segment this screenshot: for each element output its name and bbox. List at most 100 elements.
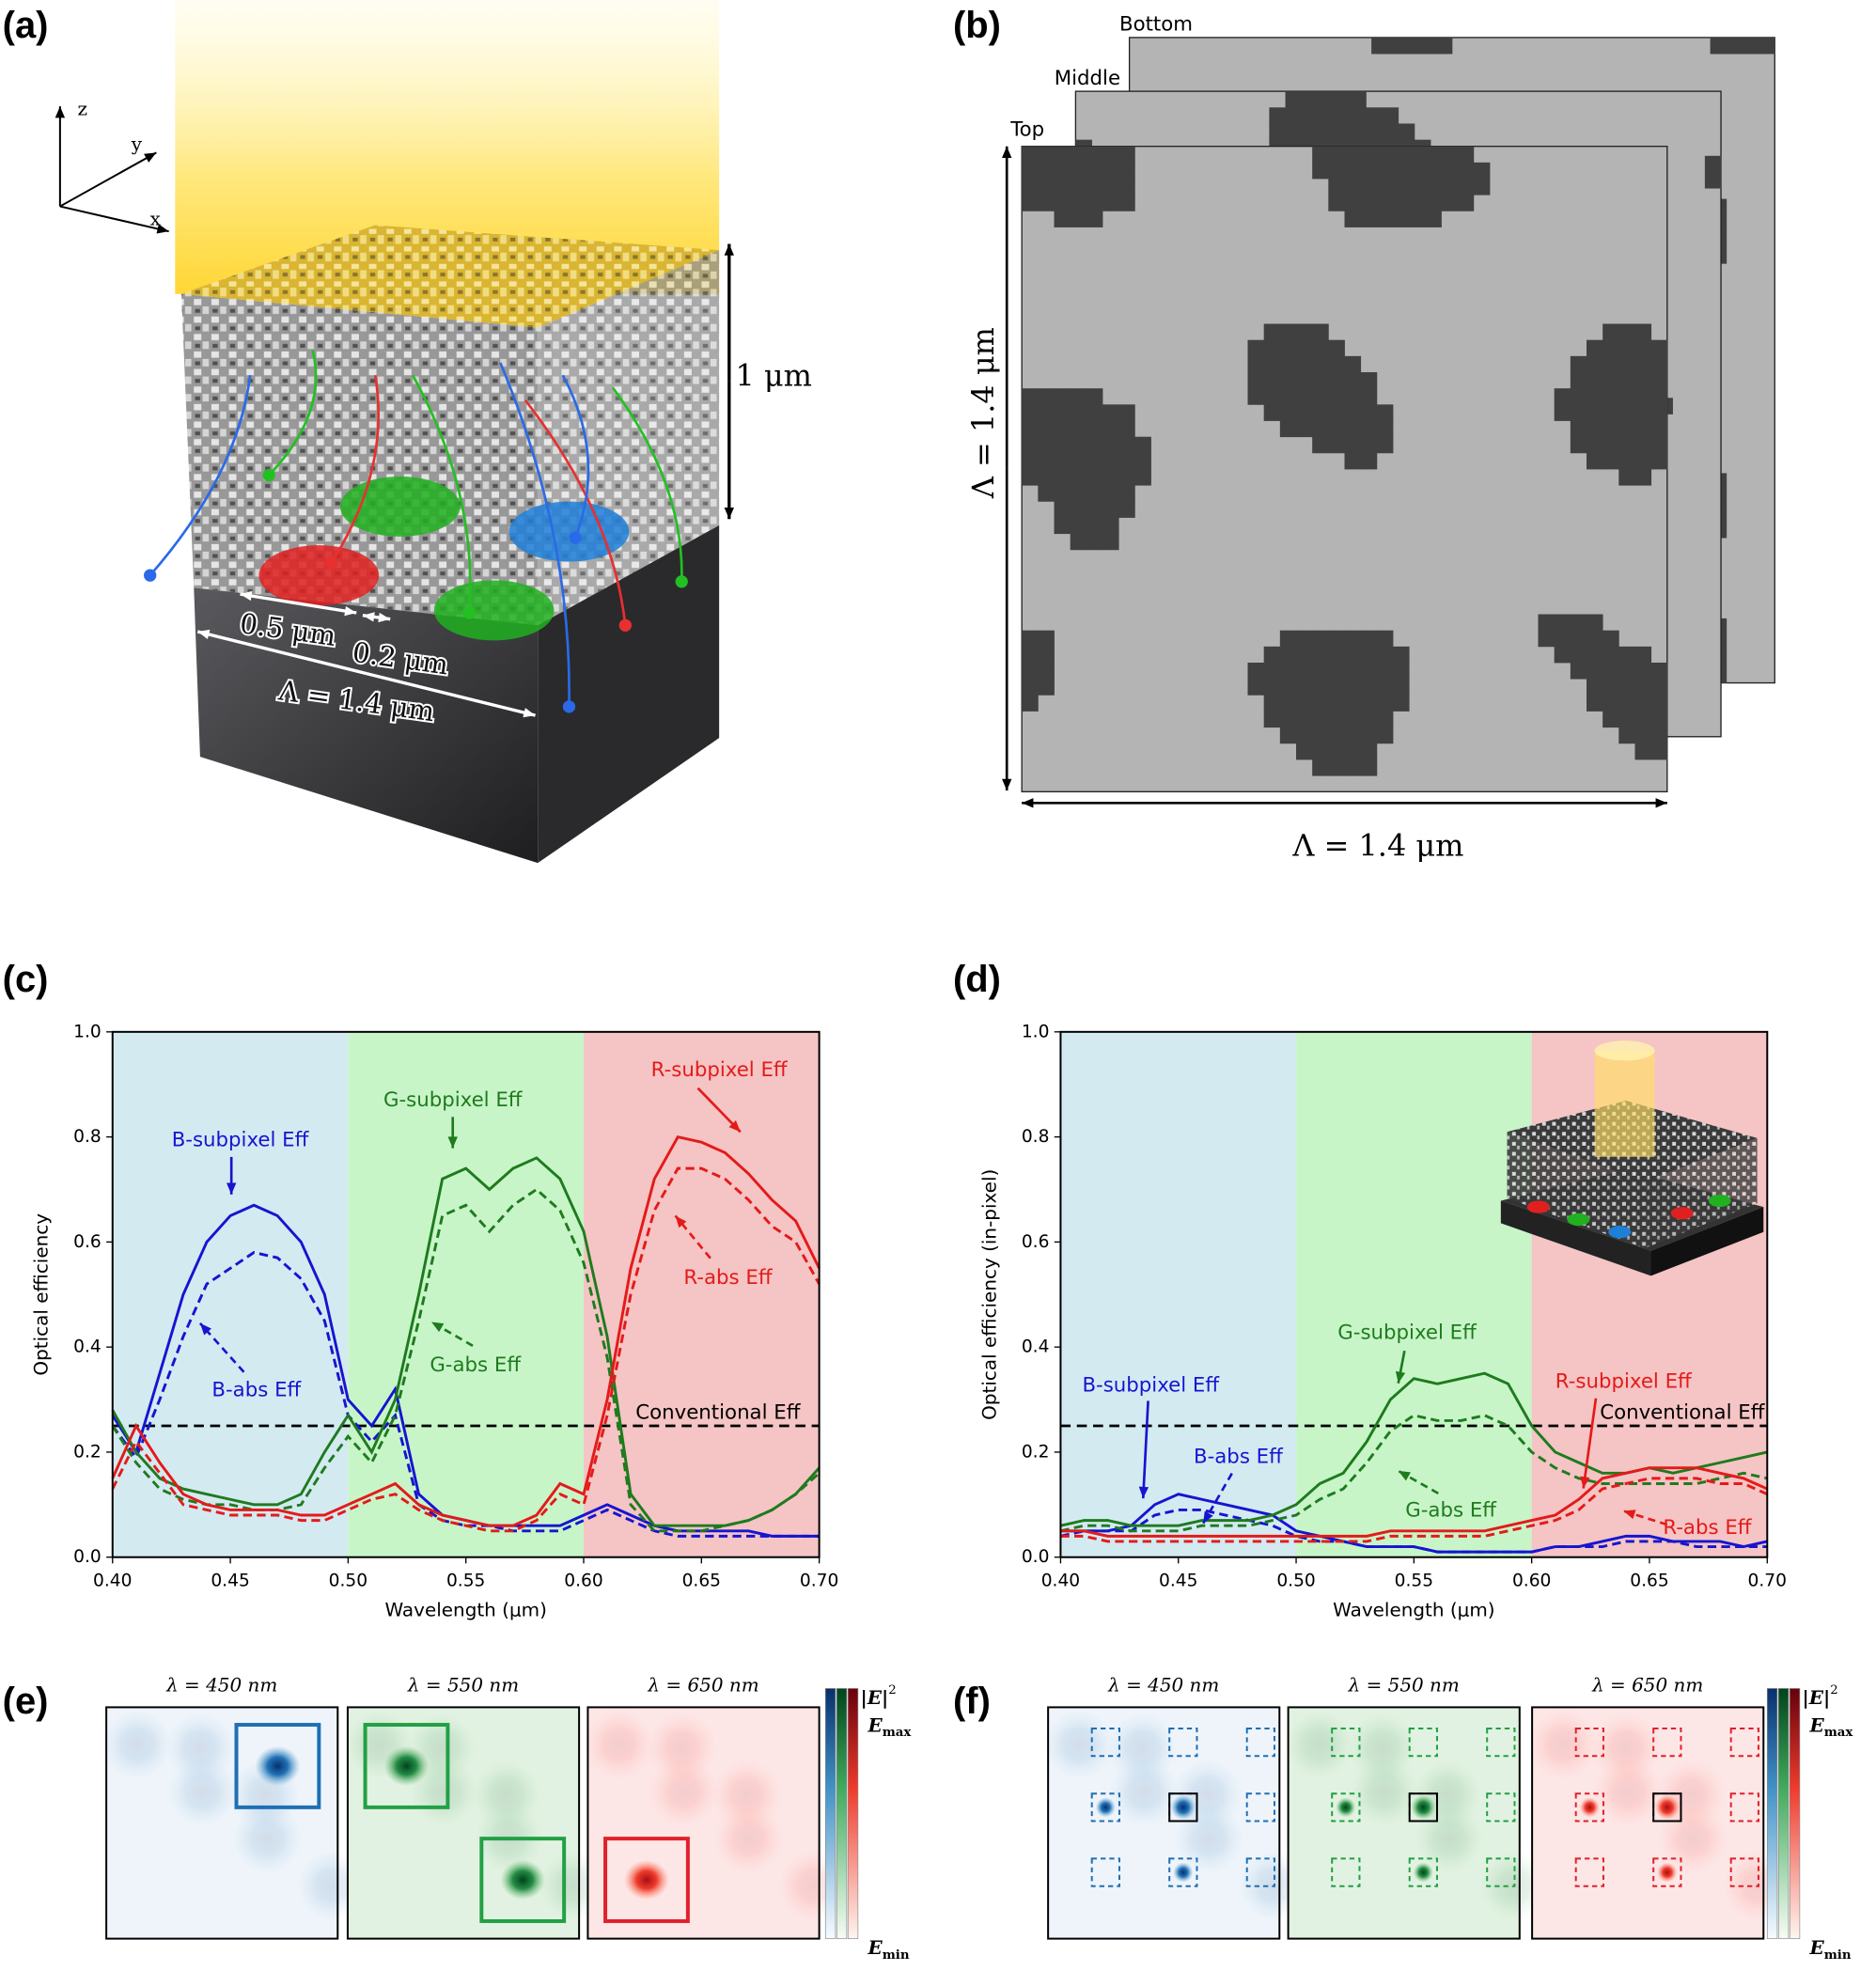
map-title: λ = 650 nm	[647, 1673, 758, 1696]
field-spot	[1657, 1862, 1678, 1883]
pixel-cell	[1618, 711, 1635, 728]
pixel-cell	[1102, 485, 1119, 502]
pixel-cell	[1360, 195, 1378, 211]
arrow-head	[378, 612, 391, 623]
field-haze	[1044, 1710, 1115, 1780]
arrow-head	[724, 243, 734, 256]
pixel-cell	[1263, 679, 1281, 696]
pixel-cell	[1328, 388, 1345, 405]
pixel-cell	[1279, 323, 1297, 341]
pixel-cell	[1054, 211, 1071, 227]
pixel-cell	[1070, 533, 1087, 551]
pixel-cell	[1360, 388, 1378, 405]
pixel-cell	[1602, 323, 1619, 341]
x-tick-label: 0.65	[682, 1572, 721, 1591]
pixel-cell	[1618, 339, 1635, 357]
pixel-cell	[1371, 37, 1388, 55]
pixel-cell	[1296, 743, 1313, 760]
pixel-cell	[1102, 517, 1119, 535]
pixel-cell	[1102, 469, 1119, 486]
pixel-cell	[1409, 146, 1426, 164]
colorbar-subscript: max	[883, 1726, 913, 1740]
pixel-cell	[1022, 388, 1039, 405]
pixel-cell	[1279, 646, 1297, 664]
pixel-cell	[1296, 727, 1313, 744]
arrow-head	[523, 708, 536, 718]
field-haze	[102, 1710, 173, 1780]
pixel-cell	[1554, 614, 1571, 632]
pixel-cell	[1312, 323, 1329, 341]
pixel-cell	[1759, 37, 1775, 55]
pixel-cell	[1618, 404, 1635, 421]
pixel-cell	[1602, 420, 1619, 438]
map-title: λ = 550 nm	[1348, 1673, 1460, 1696]
pixel-cell	[1376, 162, 1394, 180]
pixel-cell	[1634, 469, 1652, 486]
field-spot	[1336, 1797, 1356, 1818]
pixel-cell	[1328, 404, 1345, 421]
pixel-cell	[1586, 695, 1603, 712]
pixel-cell	[1602, 436, 1619, 454]
pixel-cell	[1312, 146, 1329, 164]
pixel-cell	[1425, 162, 1442, 180]
pixel-cell	[1312, 436, 1329, 454]
subpixel	[258, 545, 380, 606]
x-axis-label: Wavelength (μm)	[384, 1598, 546, 1620]
pixel-cell	[1070, 404, 1087, 421]
pixel-cell	[1102, 179, 1119, 196]
pixel-cell	[1312, 759, 1329, 776]
pixel-cell	[1634, 372, 1652, 389]
plot-frame	[111, 1030, 821, 1558]
pixel-cell	[1134, 469, 1151, 486]
pixel-cell	[1650, 711, 1668, 728]
pixel-cell	[1650, 372, 1668, 389]
series-line	[111, 1250, 820, 1538]
pixel-cell	[1376, 420, 1394, 438]
pixel-cell	[1570, 646, 1587, 664]
pixel-cell	[1038, 420, 1055, 438]
map-frame	[346, 1706, 581, 1940]
pixel-cell	[1328, 162, 1345, 180]
arrow-head	[226, 1182, 237, 1195]
pixel-cell	[1650, 679, 1668, 696]
colorbar-end-label: Emax	[868, 1713, 913, 1740]
period-vertical: Λ = 1.4 μm	[965, 327, 1001, 499]
pattern-front	[180, 293, 539, 626]
map-frame	[586, 1706, 821, 1940]
pixel-cell	[1086, 533, 1103, 551]
pixel-cell	[1634, 436, 1652, 454]
pixel-cell	[1279, 711, 1297, 728]
pixel-cell	[1086, 211, 1103, 227]
arrow-head	[1580, 1476, 1590, 1489]
field-haze	[471, 1760, 542, 1830]
pixel-cell	[1070, 388, 1087, 405]
inset-subpixel	[1708, 1194, 1731, 1208]
field-spot	[1654, 1794, 1681, 1821]
pixel-cell	[1038, 679, 1055, 696]
pixel-cell	[1570, 630, 1587, 648]
colorbar-symbol: E	[1809, 1936, 1825, 1959]
pixel-cell	[1457, 195, 1475, 211]
pixel-cell	[1344, 727, 1362, 744]
pixel-cell	[1328, 339, 1345, 357]
pixel-cell	[1618, 323, 1635, 341]
field-spot	[1411, 1794, 1436, 1821]
subpixel-box-dashed	[1331, 1728, 1361, 1758]
arrow-head	[199, 1322, 211, 1336]
pattern-top	[180, 225, 720, 328]
pixel-cell	[1285, 107, 1303, 124]
pixel-cell	[1393, 679, 1410, 696]
pixel-cell	[1328, 679, 1345, 696]
pixel-cell	[1586, 339, 1603, 357]
x-tick-label: 0.55	[446, 1572, 485, 1591]
pixel-cell	[1328, 372, 1345, 389]
pixel-cell	[1360, 179, 1378, 196]
pixel-cell	[1586, 388, 1603, 405]
field-spot	[1170, 1794, 1196, 1821]
pixel-cell	[1441, 195, 1459, 211]
pixel-cell	[1247, 388, 1265, 405]
pixel-cell	[1586, 452, 1603, 470]
pixel-cell	[1360, 695, 1378, 712]
pixel-cell	[1263, 404, 1281, 421]
pixel-cell	[1360, 146, 1378, 164]
